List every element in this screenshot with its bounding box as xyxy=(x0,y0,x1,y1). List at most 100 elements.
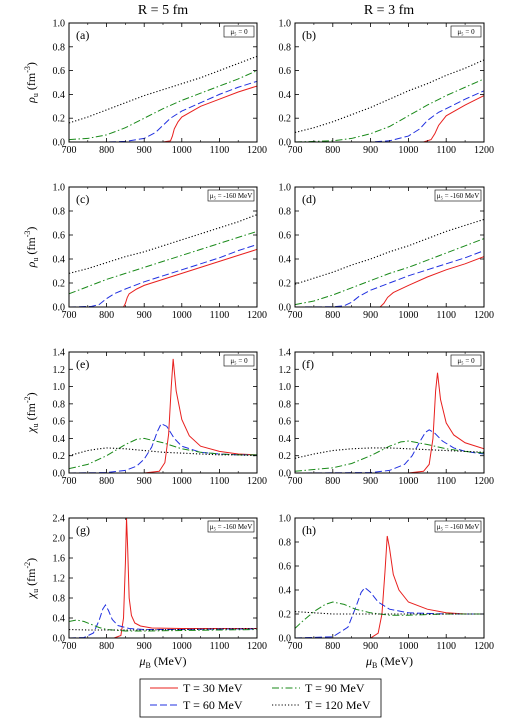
series-line-t30 xyxy=(69,85,257,142)
series-line-t30 xyxy=(295,535,484,638)
series-line-t120 xyxy=(295,59,484,134)
panel-b: 700 800 900 1000 1100 1200 0.0 0.2 0.4 0.6 0.8 1.0 (… xyxy=(279,19,495,157)
plot-frame xyxy=(294,186,485,308)
y-tick-label: 0.8 xyxy=(53,594,66,605)
y-axis-label: ρu (fm-3) xyxy=(23,227,40,269)
panel-f: 700 800 900 1000 1100 1200 0.0 0.2 0.4 0.6 0.8 1.0 1… xyxy=(279,348,495,488)
y-tick-label: 0.2 xyxy=(53,279,66,290)
y-tick-label: 1.6 xyxy=(53,554,66,565)
x-tick-label: 1100 xyxy=(436,641,456,652)
y-tick-label: 1.0 xyxy=(53,19,66,30)
panel-e: 700 800 900 1000 1100 1200 0.0 0.2 0.4 0.6 0.8 1.0 1… xyxy=(23,348,267,488)
x-tick-label: 800 xyxy=(99,641,114,652)
y-tick-label: 0.0 xyxy=(279,634,292,645)
y-tick-label: 0.6 xyxy=(53,231,66,242)
annotation-text: μ₅ = -160 MeV xyxy=(210,523,253,531)
series-line-t120 xyxy=(295,218,484,285)
y-tick-label: 0.0 xyxy=(53,303,66,314)
plot-frame xyxy=(68,517,258,639)
series-line-t30 xyxy=(295,95,484,142)
legend-box xyxy=(139,678,382,718)
series-line-t90 xyxy=(295,78,484,142)
annotation-box xyxy=(434,189,482,202)
series-line-t30 xyxy=(69,248,257,307)
x-tick-label: 1000 xyxy=(172,310,192,321)
series-line-t30 xyxy=(295,372,484,473)
annotation-text: μ₅ = 0 xyxy=(230,28,248,36)
series-line-t60 xyxy=(69,80,257,142)
y-tick-label: 0.4 xyxy=(279,586,292,597)
y-tick-label: 0.2 xyxy=(53,114,66,125)
legend: T = 30 MeV T = 90 MeV T = 60 MeV T = 120 Me… xyxy=(139,678,382,718)
annotation-box xyxy=(434,520,482,533)
x-tick-label: 1000 xyxy=(398,145,418,156)
x-axis-label: μB (MeV) xyxy=(365,654,413,670)
series-line-t90 xyxy=(69,619,257,632)
x-tick-label: 900 xyxy=(363,641,378,652)
series-line-t90 xyxy=(295,601,484,629)
x-tick-label: 900 xyxy=(363,145,378,156)
y-tick-label: 1.4 xyxy=(279,348,292,359)
x-tick-label: 700 xyxy=(288,145,303,156)
x-tick-label: 700 xyxy=(62,145,77,156)
series-line-t120 xyxy=(69,55,257,124)
y-tick-label: 1.2 xyxy=(279,365,292,376)
x-tick-label: 1200 xyxy=(474,310,494,321)
series-group xyxy=(295,218,484,307)
plot-frame xyxy=(68,186,258,308)
y-tick-label: 1.0 xyxy=(53,382,66,393)
plot-frame xyxy=(294,22,485,143)
annotation-box xyxy=(207,520,255,533)
series-line-t120 xyxy=(69,627,257,631)
y-tick-label: 0.4 xyxy=(279,255,292,266)
x-tick-label: 900 xyxy=(137,310,152,321)
annotation-box xyxy=(450,354,482,367)
x-tick-label: 700 xyxy=(62,476,77,487)
panels: 700 800 900 1000 1100 1200 0.0 0.2 0.4 0.6 0.8 1.0 (… xyxy=(23,19,494,671)
x-tick-label: 1200 xyxy=(247,145,267,156)
x-tick-label: 1000 xyxy=(398,641,418,652)
y-tick-label: 0.8 xyxy=(279,538,292,549)
y-tick-label: 0.4 xyxy=(279,90,292,101)
x-tick-label: 1000 xyxy=(398,476,418,487)
x-tick-label: 800 xyxy=(99,310,114,321)
y-tick-label: 0.2 xyxy=(279,451,292,462)
annotation-text: μ₅ = -160 MeV xyxy=(210,192,253,200)
series-line-t60 xyxy=(295,429,484,473)
annotation-text: μ₅ = 0 xyxy=(230,357,248,365)
y-axis-label: χu (fm-2) xyxy=(23,558,40,599)
x-tick-label: 1100 xyxy=(210,145,230,156)
panel-a: 700 800 900 1000 1100 1200 0.0 0.2 0.4 0.6 0.8 1.0 (… xyxy=(23,19,267,157)
column-title-right: R = 3 fm xyxy=(364,3,414,18)
y-tick-label: 2.4 xyxy=(53,514,66,525)
x-tick-label: 900 xyxy=(137,145,152,156)
series-group xyxy=(295,535,484,638)
x-tick-label: 1200 xyxy=(474,641,494,652)
x-tick-label: 1000 xyxy=(172,145,192,156)
series-line-t30 xyxy=(69,518,257,638)
y-tick-label: 0.4 xyxy=(279,434,292,445)
series-line-t120 xyxy=(69,447,257,457)
y-tick-label: 0.6 xyxy=(53,66,66,77)
column-title-left: R = 5 fm xyxy=(138,3,188,18)
y-tick-label: 1.0 xyxy=(279,19,292,30)
x-tick-label: 700 xyxy=(288,476,303,487)
series-group xyxy=(295,59,484,142)
y-tick-label: 0.0 xyxy=(53,138,66,149)
y-tick-label: 0.8 xyxy=(53,42,66,53)
series-line-t90 xyxy=(69,230,257,295)
x-tick-label: 800 xyxy=(99,476,114,487)
y-axis-label: ρu (fm-3) xyxy=(23,62,40,104)
panel-label: (a) xyxy=(76,28,89,42)
panel-d: 700 800 900 1000 1100 1200 0.0 0.2 0.4 0.6 0.8 1.0 (… xyxy=(279,183,495,322)
x-tick-label: 900 xyxy=(363,310,378,321)
series-group xyxy=(69,214,257,307)
series-line-t120 xyxy=(295,611,484,615)
legend-label-t120: T = 120 MeV xyxy=(305,698,371,712)
x-tick-label: 800 xyxy=(325,310,340,321)
series-line-t120 xyxy=(69,214,257,274)
series-group xyxy=(69,518,257,638)
series-line-t120 xyxy=(295,447,484,459)
y-tick-label: 0.8 xyxy=(53,399,66,410)
x-tick-label: 1200 xyxy=(247,476,267,487)
